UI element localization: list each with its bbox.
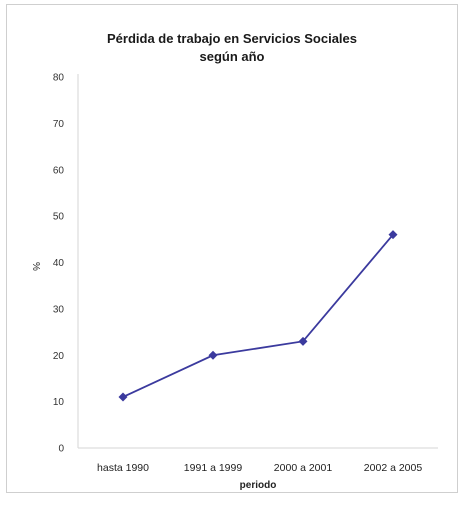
y-tick-label: 80 (53, 73, 65, 84)
chart-frame (6, 4, 458, 493)
chart-title-line-2: según año (199, 49, 265, 64)
y-tick-label: 50 (53, 212, 65, 223)
y-tick-label: 0 (58, 444, 64, 455)
x-tick-label: 1991 a 1999 (184, 462, 243, 474)
y-tick-label: 60 (53, 165, 65, 176)
y-tick-label: 20 (53, 351, 65, 362)
y-tick-label: 30 (53, 304, 65, 315)
y-tick-label: 40 (53, 258, 65, 269)
y-tick-label: 70 (53, 119, 65, 130)
x-axis-title: periodo (240, 480, 277, 491)
x-tick-label: 2002 a 2005 (364, 462, 423, 474)
data-point-marker (208, 350, 218, 360)
data-point-marker (298, 336, 308, 346)
chart-title-line-1: Pérdida de trabajo en Servicios Sociales (107, 31, 357, 46)
series-line (122, 234, 394, 398)
x-tick-label: 2000 a 2001 (274, 462, 333, 474)
chart-title: Pérdida de trabajo en Servicios Sociales… (6, 30, 458, 66)
x-tick-label: hasta 1990 (97, 462, 149, 474)
data-point-marker (388, 230, 398, 240)
y-axis-title: % (30, 262, 41, 271)
data-point-marker (118, 392, 128, 402)
y-tick-label: 10 (53, 397, 65, 408)
